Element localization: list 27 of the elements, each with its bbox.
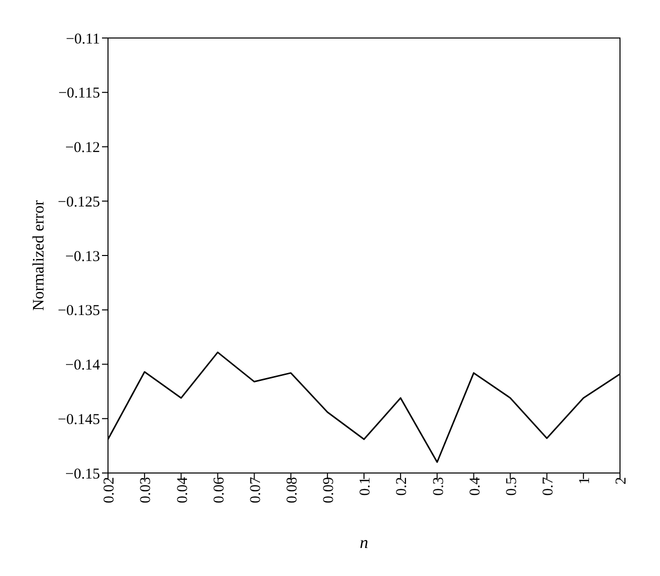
y-tick-label: −0.135 [58, 303, 100, 320]
x-tick-label: 0.07 [248, 476, 264, 504]
x-tick-label: 0.1 [358, 477, 374, 496]
y-tick-label: −0.145 [58, 412, 100, 428]
y-tick-label: −0.13 [65, 248, 100, 265]
y-tick-label: −0.115 [58, 86, 100, 102]
x-tick-label: 0.7 [540, 476, 557, 496]
x-tick-label: 0.03 [138, 477, 154, 504]
x-tick-label: 0.06 [211, 476, 228, 504]
x-tick-label: 0.4 [467, 476, 484, 496]
y-tick-label: −0.125 [58, 194, 100, 210]
y-tick-label: −0.14 [65, 358, 100, 374]
y-tick-label: −0.11 [66, 31, 100, 48]
x-tick-label: 0.09 [321, 477, 338, 504]
line-series [107, 352, 621, 463]
x-axis-title: n [360, 533, 368, 552]
x-tick-label: 0.02 [102, 477, 118, 504]
y-tick-label: −0.12 [65, 140, 100, 156]
x-tick-label: 0.04 [174, 476, 191, 504]
x-tick-label: 0.08 [284, 477, 301, 504]
x-tick-label: 0.5 [504, 477, 520, 496]
y-tick-label: −0.15 [65, 466, 100, 482]
x-tick-label: 0.2 [394, 477, 410, 496]
x-tick-label: 0.3 [430, 477, 447, 496]
x-tick-label: 1 [577, 477, 594, 484]
y-axis-title: Normalized error [30, 200, 48, 311]
x-tick-label: 2 [614, 477, 630, 484]
